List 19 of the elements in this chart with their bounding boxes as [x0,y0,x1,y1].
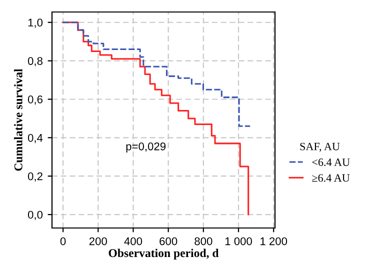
x-axis-title: Observation period, d [108,248,219,260]
legend-label: ≥6.4 AU [312,174,350,182]
y-tick-label: 0,6 [28,96,42,105]
x-tick-label: 400 [124,237,142,246]
x-tick-label: 600 [160,237,178,246]
legend-label: <6.4 AU [312,158,350,166]
y-tick-label: 1,0 [28,18,43,28]
annotation: p=0,029 [126,142,166,153]
legend-title: SAF, AU [300,142,340,152]
x-tick-label: 800 [194,237,212,246]
x-tick-label: 0 [60,237,66,246]
x-tick-label: 1 000 [225,237,252,246]
x-tick-label: 200 [89,237,107,246]
y-tick-label: 0,0 [28,210,43,220]
y-axis-title: Cumulative survival [14,68,22,171]
y-tick-label: 0,2 [28,172,42,182]
x-tick-label: 1 200 [260,237,288,246]
y-tick-label: 0,4 [28,134,43,144]
y-tick-label: 0,8 [28,57,42,66]
